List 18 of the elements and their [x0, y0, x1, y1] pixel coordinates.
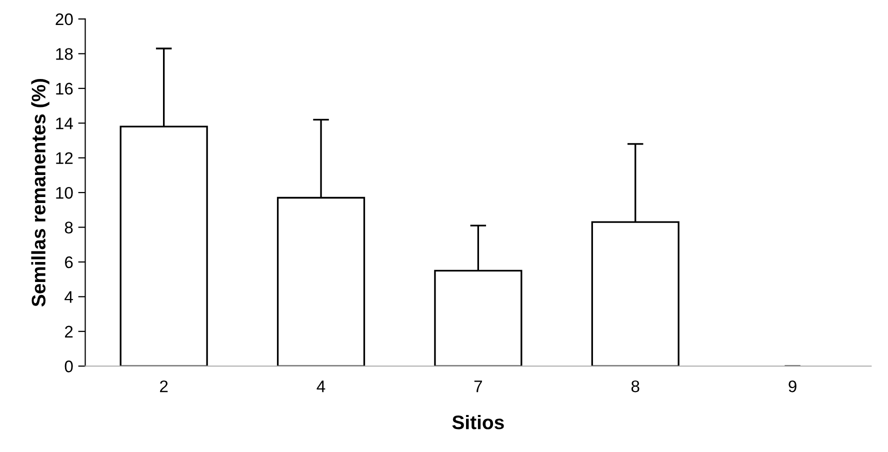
x-tick-label: 7 — [474, 380, 482, 392]
y-tick-label: 14 — [56, 118, 73, 130]
y-tick-label: 18 — [56, 48, 73, 60]
x-axis-title: Sitios — [452, 414, 504, 430]
y-tick-label: 10 — [56, 186, 73, 199]
y-tick-label: 2 — [65, 326, 73, 338]
x-tick-label: 4 — [316, 380, 326, 392]
y-tick-label: 6 — [65, 256, 73, 268]
y-tick-label: 12 — [56, 152, 73, 164]
x-tick-label: 2 — [160, 380, 168, 392]
y-tick-label: 16 — [56, 82, 73, 95]
y-tick-label: 4 — [64, 291, 73, 303]
y-tick-label: 0 — [64, 360, 73, 372]
y-tick-label: 20 — [56, 13, 73, 26]
x-tick-label: 8 — [631, 380, 640, 392]
y-tick-label: 8 — [64, 222, 73, 234]
x-tick-label: 9 — [788, 380, 796, 392]
y-axis-title: Semillas remanentes (%) — [31, 78, 50, 307]
